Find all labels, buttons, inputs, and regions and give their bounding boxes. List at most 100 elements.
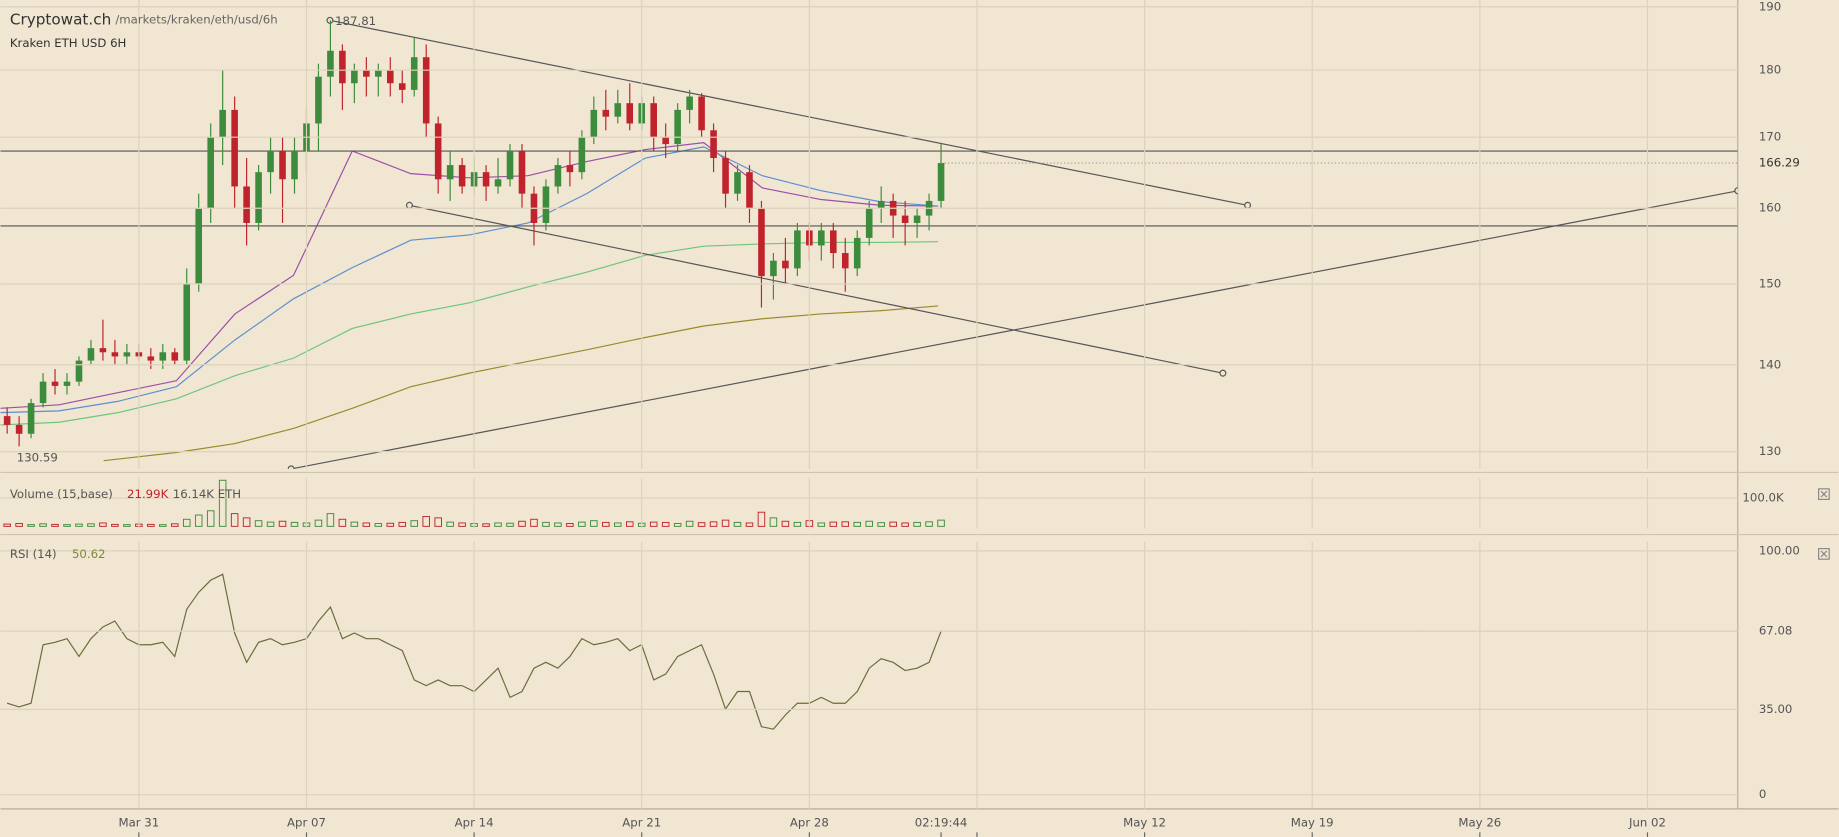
- volume-bar: [554, 522, 562, 527]
- x-tick-label: Apr 21: [622, 815, 661, 829]
- candle-body: [434, 123, 442, 180]
- volume-average: 16.14K ETH: [173, 487, 241, 501]
- candle-body: [386, 70, 394, 84]
- volume-bar: [446, 521, 454, 527]
- close-button[interactable]: [1818, 548, 1830, 560]
- candle-body: [111, 352, 119, 357]
- candle-body: [770, 260, 777, 277]
- candle-body: [877, 200, 885, 209]
- candle-body: [63, 381, 71, 386]
- candle-body: [363, 70, 370, 77]
- candle-body: [291, 151, 298, 180]
- volume-bar: [386, 522, 395, 527]
- high-label: 187.81: [335, 14, 376, 28]
- candle-body: [243, 186, 250, 223]
- trendline: [329, 19, 1248, 206]
- volume-bar: [422, 515, 430, 527]
- candle-body: [75, 360, 83, 382]
- rsi-title: RSI (14): [10, 547, 57, 561]
- volume-bar: [925, 521, 933, 527]
- moving-average: [0, 142, 939, 409]
- close-button[interactable]: [1818, 488, 1830, 500]
- volume-bar: [314, 519, 323, 527]
- x-tick-label: Apr 14: [455, 815, 494, 829]
- x-tick-label: May 12: [1123, 815, 1166, 829]
- candle-body: [518, 151, 526, 194]
- candle-body: [207, 137, 214, 209]
- volume-bar: [63, 524, 71, 527]
- volume-bar: [853, 521, 862, 527]
- volume-bar: [865, 520, 873, 527]
- volume-bar: [506, 522, 514, 527]
- volume-bar: [39, 523, 47, 527]
- volume-bar: [242, 517, 251, 527]
- candle-body: [853, 237, 861, 269]
- volume-bar: [769, 517, 778, 527]
- volume-bar: [829, 521, 838, 527]
- volume-bar: [590, 520, 598, 527]
- x-tick-label: Jun 02: [1628, 815, 1666, 829]
- y-tick-label: 170: [1759, 130, 1781, 144]
- candle-body: [267, 151, 274, 173]
- candle-body: [698, 96, 705, 131]
- candle-body: [3, 416, 11, 425]
- candle-body: [195, 208, 203, 284]
- candle-body: [566, 165, 574, 173]
- x-tick-label: Apr 07: [287, 815, 326, 829]
- volume-bar: [194, 514, 203, 527]
- candle-body: [39, 381, 47, 404]
- volume-bar: [625, 521, 634, 527]
- y-tick-label: 190: [1759, 0, 1781, 13]
- candle-body: [650, 103, 657, 138]
- market-path: /markets/kraken/eth/usd/6h: [115, 12, 277, 26]
- volume-bar: [230, 513, 239, 527]
- candle-body: [901, 215, 909, 223]
- volume-bar: [518, 520, 526, 527]
- volume-bar: [781, 520, 790, 527]
- candle-body: [913, 215, 921, 223]
- volume-bar: [338, 518, 347, 527]
- x-tick-label: Mar 31: [118, 815, 159, 829]
- x-tick-label: May 26: [1458, 815, 1501, 829]
- candle-body: [123, 352, 131, 357]
- candle-body: [446, 165, 454, 180]
- volume-bar: [290, 521, 299, 527]
- volume-bar: [123, 524, 131, 527]
- volume-bar: [254, 520, 263, 527]
- y-tick-label: 140: [1759, 357, 1781, 371]
- volume-bar: [206, 510, 215, 527]
- volume-bar: [817, 522, 826, 527]
- volume-bar: [171, 523, 179, 527]
- y-tick-label: 160: [1759, 201, 1781, 215]
- candle-body: [506, 151, 514, 180]
- candle-body: [99, 348, 107, 353]
- moving-average: [103, 305, 939, 462]
- x-tick-label: May 19: [1291, 815, 1334, 829]
- volume-bar: [362, 522, 371, 527]
- trendline: [409, 204, 1224, 374]
- candle-body: [147, 356, 155, 361]
- trendline: [291, 190, 1738, 469]
- candle-body: [279, 151, 286, 180]
- candle-body: [710, 130, 717, 159]
- candle-body: [758, 208, 765, 277]
- volume-bar: [3, 523, 11, 527]
- last-price-label: 166.29: [1759, 156, 1800, 170]
- volume-bar: [614, 522, 622, 527]
- candle-body: [686, 96, 693, 110]
- candle-body: [722, 158, 729, 194]
- candle-body: [159, 352, 167, 361]
- volume-bar: [75, 523, 83, 527]
- volume-bar: [757, 511, 766, 527]
- rsi-last: 50.62: [72, 547, 106, 561]
- volume-bar: [434, 517, 442, 527]
- candle-body: [494, 179, 502, 187]
- volume-bar: [482, 523, 490, 527]
- volume-bar: [709, 521, 718, 527]
- y-tick-label: 180: [1759, 63, 1781, 77]
- plot-layer: Mar 31 Apr 07 Apr 14 Apr 21 Apr 28 May 12 May …: [0, 0, 1800, 837]
- volume-bar: [51, 523, 59, 527]
- candle-body: [422, 57, 430, 124]
- candle-body: [231, 109, 238, 187]
